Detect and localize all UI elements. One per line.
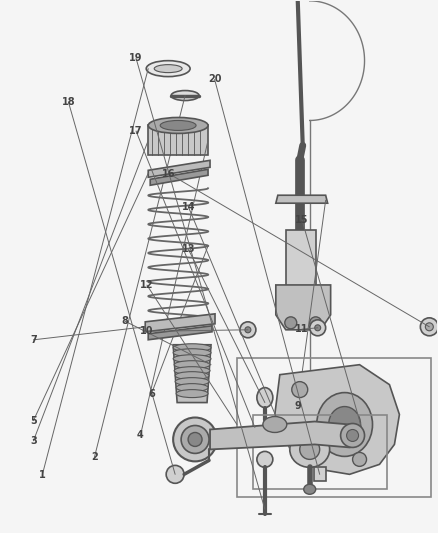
Ellipse shape — [341, 424, 364, 447]
Ellipse shape — [310, 320, 326, 336]
Ellipse shape — [173, 355, 211, 362]
Text: 12: 12 — [140, 280, 154, 290]
Polygon shape — [210, 422, 350, 449]
Text: 3: 3 — [30, 436, 37, 446]
Text: 9: 9 — [294, 401, 301, 411]
Text: 6: 6 — [148, 389, 155, 399]
Ellipse shape — [174, 367, 210, 375]
Ellipse shape — [420, 318, 438, 336]
Ellipse shape — [240, 322, 256, 338]
Ellipse shape — [425, 323, 433, 331]
Ellipse shape — [304, 484, 316, 494]
Text: 14: 14 — [182, 202, 195, 212]
Text: 19: 19 — [129, 53, 143, 63]
Ellipse shape — [176, 390, 208, 398]
Ellipse shape — [257, 387, 273, 408]
Text: 5: 5 — [30, 416, 37, 425]
Text: 17: 17 — [129, 126, 143, 136]
Bar — [314, 467, 326, 481]
Text: 4: 4 — [137, 431, 144, 440]
Text: 8: 8 — [122, 316, 129, 326]
Ellipse shape — [175, 372, 209, 379]
Polygon shape — [276, 195, 328, 203]
Ellipse shape — [160, 120, 196, 131]
Ellipse shape — [181, 425, 209, 454]
Ellipse shape — [171, 91, 199, 101]
Ellipse shape — [263, 416, 287, 432]
Ellipse shape — [300, 439, 320, 459]
Ellipse shape — [245, 327, 251, 333]
Polygon shape — [275, 365, 399, 474]
Ellipse shape — [146, 61, 190, 77]
Ellipse shape — [310, 317, 321, 329]
Ellipse shape — [290, 432, 330, 467]
Ellipse shape — [175, 378, 209, 385]
Text: 1: 1 — [39, 470, 46, 480]
Ellipse shape — [188, 432, 202, 447]
Text: 7: 7 — [30, 335, 37, 345]
Ellipse shape — [328, 407, 360, 442]
Bar — [237, 358, 431, 497]
Text: 20: 20 — [208, 75, 221, 84]
Polygon shape — [173, 345, 211, 402]
Ellipse shape — [154, 64, 182, 72]
Ellipse shape — [166, 465, 184, 483]
Polygon shape — [276, 285, 331, 330]
Polygon shape — [145, 314, 215, 332]
Ellipse shape — [174, 361, 210, 369]
Ellipse shape — [353, 453, 367, 466]
Ellipse shape — [317, 393, 372, 456]
Text: 10: 10 — [140, 326, 154, 336]
Ellipse shape — [173, 344, 211, 352]
Ellipse shape — [176, 384, 208, 392]
Ellipse shape — [173, 349, 211, 357]
Bar — [286, 230, 316, 300]
Polygon shape — [148, 326, 212, 340]
Text: 11: 11 — [295, 324, 309, 334]
Ellipse shape — [148, 117, 208, 133]
Text: 2: 2 — [91, 451, 98, 462]
Text: 13: 13 — [182, 245, 195, 254]
Ellipse shape — [285, 317, 297, 329]
Ellipse shape — [257, 451, 273, 467]
Ellipse shape — [292, 382, 308, 398]
Text: 18: 18 — [62, 97, 75, 107]
Polygon shape — [150, 169, 208, 185]
Text: 15: 15 — [295, 215, 309, 225]
Ellipse shape — [314, 325, 321, 331]
Ellipse shape — [346, 430, 359, 441]
Text: 16: 16 — [162, 168, 176, 179]
Bar — [253, 415, 388, 489]
Ellipse shape — [173, 417, 217, 462]
Bar — [148, 125, 208, 155]
Polygon shape — [148, 160, 210, 177]
